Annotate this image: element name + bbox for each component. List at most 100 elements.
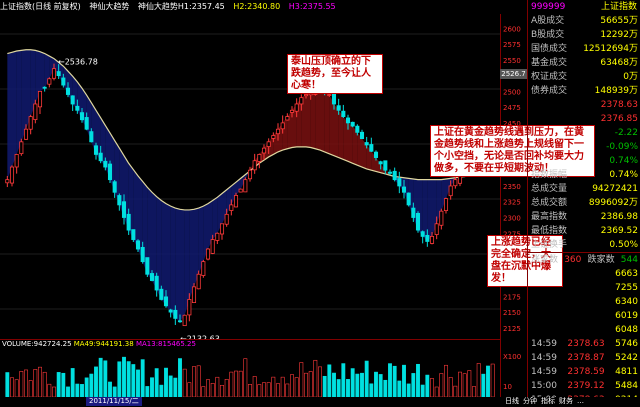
volume-bar	[313, 359, 318, 397]
down-label: 跌家数	[587, 255, 615, 265]
tick-row: 14:59 2378.59 4811	[528, 365, 640, 379]
candle-down	[331, 92, 337, 105]
volume-bar	[56, 372, 61, 397]
volume-bar	[257, 384, 262, 397]
stock-code: 999999	[531, 2, 566, 12]
candle-down	[177, 320, 183, 323]
price-tick-label: 2575	[503, 41, 521, 49]
candle-down	[131, 229, 136, 240]
chart-title: 上证指数(日线 前复权)	[0, 2, 81, 11]
volume-bar	[332, 372, 336, 397]
volume-bar	[430, 378, 434, 397]
candle-down	[56, 71, 61, 77]
panel-row: 债券成交 148939万	[528, 84, 640, 98]
indicator-name: 神仙大趋势	[89, 2, 130, 11]
candle-up	[23, 128, 29, 140]
volume-bar	[280, 376, 285, 397]
candle-up	[229, 204, 234, 211]
index-value: -0.09%	[606, 142, 638, 152]
panel-row: 总成交额 8996092万	[528, 196, 640, 210]
row-label: 权证成交	[531, 72, 568, 82]
downtrend-band	[40, 51, 45, 92]
bottom-tab[interactable]: 指标	[541, 397, 555, 405]
panel-row: 总成交量 94272421	[528, 182, 640, 196]
volume-bar	[294, 377, 299, 397]
volume-bar	[10, 377, 14, 397]
candle-down	[397, 178, 402, 187]
volume-bar	[439, 373, 444, 397]
uptrend-band	[324, 91, 330, 154]
volume-bar	[122, 356, 126, 397]
volume-bar	[285, 383, 290, 397]
row-value: 0.50%	[609, 240, 638, 250]
volume-bar	[33, 369, 38, 397]
volume-bar	[476, 363, 481, 397]
tick-price: 2378.63	[567, 339, 605, 349]
volume-bar	[70, 368, 75, 397]
candle-down	[350, 121, 355, 127]
candle-up	[275, 128, 281, 135]
volume-bar	[164, 367, 168, 397]
volume-bar	[159, 384, 164, 397]
bottom-tab[interactable]: 分钟	[523, 397, 537, 405]
volume-bar	[89, 373, 94, 397]
candle-down	[70, 95, 75, 105]
tick-row: 6048	[528, 323, 640, 337]
candle-down	[387, 171, 393, 174]
candle-down	[149, 273, 155, 281]
bottom-tab[interactable]: 日线	[505, 397, 519, 405]
uptrend-band	[380, 163, 386, 174]
down-count: 544	[620, 255, 638, 265]
downtrend-band	[194, 208, 199, 287]
row-value: 63468万	[600, 58, 638, 68]
index-value: 2378.63	[600, 100, 638, 110]
bottom-tab[interactable]: 财务	[559, 397, 573, 405]
candle-up	[434, 223, 439, 235]
volume-bar	[383, 379, 388, 397]
tick-volume: 6663	[615, 269, 638, 279]
candle-up	[289, 109, 295, 113]
tick-volume: 6340	[615, 297, 638, 307]
candle-down	[140, 246, 145, 263]
downtrend-band	[49, 56, 54, 79]
downtrend-band	[35, 50, 40, 104]
tick-volume: 4811	[615, 367, 638, 377]
volume-bar	[243, 358, 248, 397]
volume-bar	[84, 377, 89, 397]
volume-value: VOLUME:942724.25	[2, 340, 72, 348]
volume-bar	[276, 383, 280, 397]
row-value: 2386.98	[600, 212, 638, 222]
uptrend-band	[334, 103, 339, 158]
candlestick-chart[interactable]: ←2536.78 ←2132.63	[0, 14, 500, 339]
volume-bar	[38, 366, 42, 397]
volume-bar	[388, 363, 392, 397]
downtrend-band	[427, 179, 432, 242]
row-value: 0.74%	[609, 170, 638, 180]
downtrend-band	[21, 49, 26, 142]
value-row: 2376.85	[528, 112, 640, 126]
volume-bar	[98, 357, 103, 397]
downtrend-band	[152, 192, 157, 291]
candle-up	[28, 116, 33, 130]
candle-down	[168, 309, 173, 313]
volume-bar	[444, 364, 448, 397]
volume-bar	[61, 372, 66, 397]
volume-ma13: MA13:815465.25	[135, 340, 196, 348]
volume-bar	[210, 383, 215, 397]
downtrend-band	[203, 203, 208, 262]
candle-down	[163, 296, 169, 307]
candle-down	[121, 201, 127, 218]
candle-up	[257, 154, 262, 162]
candle-up	[224, 213, 229, 225]
downtrend-band	[441, 179, 446, 212]
candle-up	[285, 116, 290, 121]
bottom-tab[interactable]: …	[577, 397, 584, 405]
price-tick-label: 2350	[503, 183, 521, 191]
tick-volume: 5746	[615, 339, 638, 349]
uptrend-band	[268, 135, 274, 157]
volume-bar	[448, 377, 453, 397]
row-label: B股成交	[531, 30, 565, 40]
downtrend-band	[432, 179, 437, 237]
row-label: 国债成交	[531, 44, 568, 54]
downtrend-band	[30, 49, 36, 117]
